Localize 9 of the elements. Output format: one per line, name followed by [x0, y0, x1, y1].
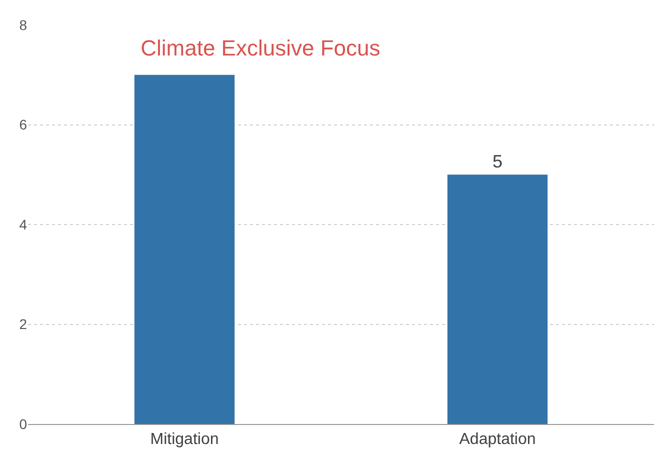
text: Climate Exclusive Focus	[140, 36, 380, 61]
y-tick-label: 0	[19, 416, 28, 432]
x-tick-label: Mitigation	[150, 431, 219, 448]
x-tick-label: Adaptation	[459, 431, 536, 448]
data-label: 5	[492, 152, 503, 172]
y-tick-label: 4	[19, 216, 28, 232]
y-tick-label: 2	[19, 316, 28, 332]
y-tick-label: 6	[19, 116, 28, 133]
y-tick-label: 8	[19, 16, 28, 33]
